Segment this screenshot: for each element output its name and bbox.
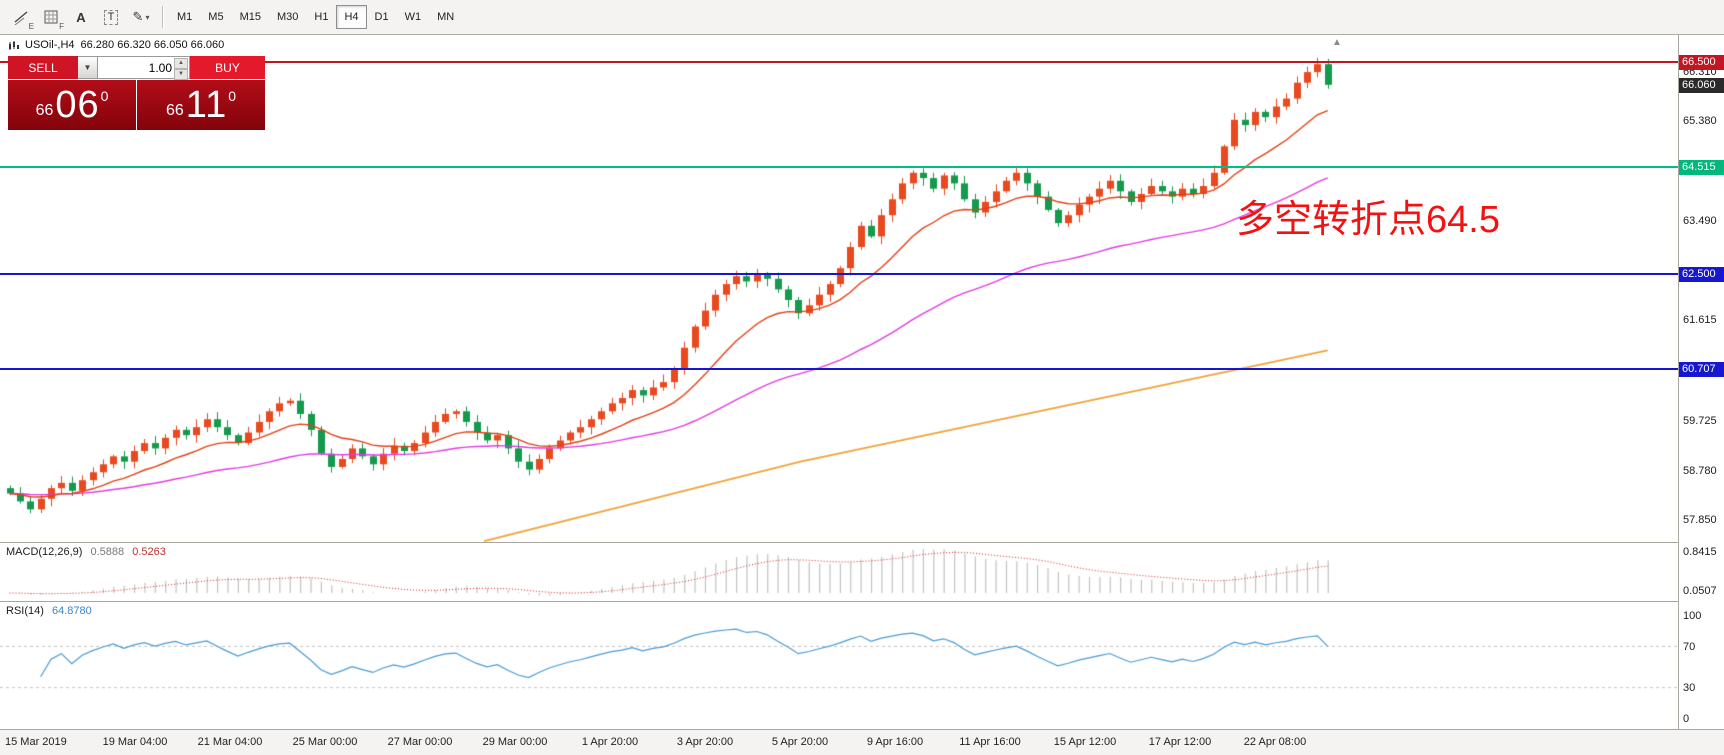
- timeframe-m1-button[interactable]: M1: [177, 11, 193, 23]
- volume-increase-button[interactable]: ▲: [174, 58, 188, 69]
- symbol-period-label: USOil-,H4: [25, 39, 75, 51]
- time-axis-label: 15 Apr 12:00: [1053, 736, 1117, 748]
- horizontal-line-64.515[interactable]: [0, 165, 1678, 168]
- chart-symbol-ohlc: USOil-,H4 66.280 66.320 66.050 66.060: [8, 39, 224, 51]
- sell-price-int: 66: [35, 102, 54, 119]
- rsi-axis-label: 100: [1683, 610, 1702, 622]
- time-axis-label: 15 Mar 2019: [5, 736, 67, 748]
- buy-price-tile[interactable]: 66 11 0: [137, 80, 265, 130]
- timeframe-w1-button[interactable]: W1: [404, 11, 422, 23]
- time-axis-label: 29 Mar 00:00: [482, 736, 548, 748]
- macd-name: MACD(12,26,9): [6, 546, 83, 558]
- chevron-down-icon: ▾: [145, 12, 150, 22]
- price-axis[interactable]: 66.310 65.380 63.490 61.615 59.725 58.780 57.8…: [1678, 35, 1724, 729]
- price-axis-label: 63.490: [1683, 215, 1717, 228]
- text-box-icon: T: [103, 9, 119, 25]
- price-axis-label: 61.615: [1683, 314, 1717, 327]
- horizontal-line-66.5[interactable]: [0, 60, 1678, 63]
- rsi-axis-label: 70: [1683, 640, 1696, 653]
- time-axis-label: 5 Apr 20:00: [771, 736, 829, 748]
- text-box-tool-button[interactable]: T: [97, 3, 125, 31]
- rsi-name: RSI(14): [6, 605, 44, 617]
- trendlines-icon: [14, 11, 27, 25]
- time-axis-label: 1 Apr 20:00: [581, 736, 639, 748]
- volume-dropdown-button[interactable]: ▼: [78, 56, 98, 79]
- toolbar-separator: [162, 6, 163, 28]
- tool-sub-label: E: [28, 22, 34, 31]
- rsi-axis-label: 0: [1683, 713, 1690, 725]
- time-axis-label: 25 Mar 00:00: [292, 736, 358, 748]
- chinese-annotation-text[interactable]: 多空转折点64.5: [1236, 199, 1500, 241]
- timeframe-h1-button[interactable]: H1: [314, 11, 329, 23]
- price-axis-label: 65.380: [1683, 114, 1717, 127]
- macd-canvas[interactable]: [0, 543, 1678, 601]
- horizontal-line-60.707[interactable]: [0, 367, 1678, 370]
- buy-price-big: 11: [185, 84, 228, 126]
- rsi-axis-label: 30: [1683, 682, 1696, 695]
- toolbar: E F A T ✎ ▾ M1 M5 M15 M30 H1 H4 D1 W1 MN: [0, 0, 1724, 35]
- text-label-icon: A: [76, 9, 86, 25]
- volume-decrease-button[interactable]: ▼: [174, 69, 188, 80]
- volume-spinner: ▲ ▼: [174, 58, 188, 80]
- time-axis-label: 9 Apr 16:00: [866, 736, 924, 748]
- time-axis-label: 3 Apr 20:00: [676, 736, 734, 748]
- rsi-canvas[interactable]: [0, 602, 1678, 729]
- timeframe-m5-button[interactable]: M5: [208, 11, 224, 23]
- one-click-trading-panel: SELL ▼ ▲ ▼ BUY 66 06 0 66 11 0: [8, 56, 265, 130]
- time-axis-label: 19 Mar 04:00: [102, 736, 168, 748]
- price-badge-66.060: 66.060: [1679, 77, 1724, 93]
- sell-price-sup: 0: [100, 88, 109, 104]
- time-axis-label: 11 Apr 16:00: [959, 736, 1021, 748]
- timeframe-bar: M1 M5 M15 M30 H1 H4 D1 W1 MN: [169, 5, 462, 29]
- sell-price-tile[interactable]: 66 06 0: [8, 80, 136, 130]
- time-axis[interactable]: 15 Mar 2019 19 Mar 04:00 21 Mar 04:00 25 Ma…: [0, 730, 1724, 755]
- text-label-tool-button[interactable]: A: [67, 3, 95, 31]
- trendline-tools-button[interactable]: E: [7, 3, 35, 31]
- timeframe-m30-button[interactable]: M30: [276, 11, 299, 23]
- price-badge-62.500: 62.500: [1679, 266, 1724, 282]
- price-axis-label: 59.725: [1683, 414, 1717, 427]
- price-axis-label: 57.850: [1683, 513, 1717, 526]
- rsi-value: 64.8780: [51, 605, 92, 617]
- time-axis-label: 27 Mar 00:00: [387, 736, 453, 748]
- price-badge-60.707: 60.707: [1679, 361, 1724, 377]
- volume-input[interactable]: [98, 57, 189, 78]
- buy-button[interactable]: BUY: [190, 56, 265, 79]
- price-badge-64.515: 64.515: [1679, 159, 1724, 175]
- macd-axis-label: 0.8415: [1683, 545, 1717, 558]
- chart-shift-marker[interactable]: ▲: [1332, 37, 1342, 48]
- macd-signal-value: 0.5263: [132, 546, 166, 558]
- price-axis-label: 58.780: [1683, 464, 1717, 477]
- volume-field-wrap: ▲ ▼: [98, 56, 190, 80]
- timeframe-m15-button[interactable]: M15: [239, 11, 261, 23]
- panel-divider: [0, 729, 1724, 730]
- time-axis-label: 22 Apr 08:00: [1243, 736, 1307, 748]
- macd-value: 0.5888: [90, 546, 125, 558]
- buy-price-sup: 0: [228, 88, 237, 104]
- buy-price-int: 66: [165, 102, 184, 119]
- macd-axis-label: 0.0507: [1683, 585, 1717, 598]
- rsi-label: RSI(14) 64.8780: [6, 605, 92, 617]
- sell-price-big: 06: [55, 84, 100, 126]
- macd-label: MACD(12,26,9) 0.5888 0.5263: [6, 546, 166, 558]
- timeframe-h4-button[interactable]: H4: [336, 5, 367, 29]
- price-chart-canvas[interactable]: [0, 35, 1678, 542]
- pencil-icon: ✎: [132, 9, 144, 24]
- horizontal-line-62.5[interactable]: [0, 272, 1678, 275]
- timeframe-mn-button[interactable]: MN: [437, 11, 455, 23]
- instrument-icon: [9, 40, 19, 50]
- panel-divider[interactable]: [0, 542, 1724, 543]
- drawing-menu-button[interactable]: ✎ ▾: [127, 3, 155, 31]
- timeframe-d1-button[interactable]: D1: [374, 11, 389, 23]
- time-axis-label: 17 Apr 12:00: [1148, 736, 1212, 748]
- panel-divider[interactable]: [0, 601, 1724, 602]
- grid-tools-button[interactable]: F: [37, 3, 65, 31]
- tool-sub-label: F: [59, 22, 64, 31]
- sell-button[interactable]: SELL: [8, 56, 78, 79]
- grid-icon: [44, 10, 58, 24]
- price-badge-66.500: 66.500: [1679, 54, 1724, 70]
- ohlc-values: 66.280 66.320 66.050 66.060: [80, 39, 225, 51]
- time-axis-label: 21 Mar 04:00: [197, 736, 263, 748]
